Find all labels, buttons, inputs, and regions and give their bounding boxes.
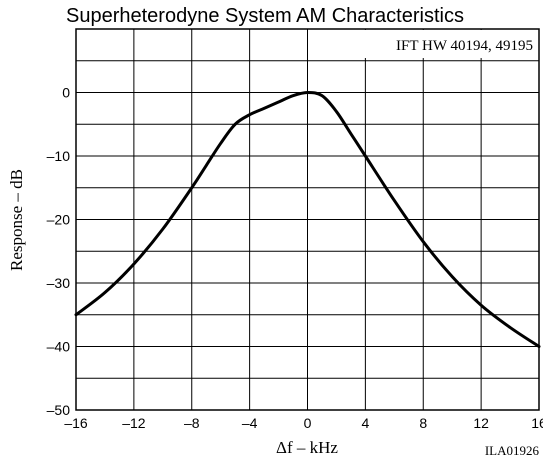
y-tick-label: –50 — [47, 402, 71, 418]
plot-frame — [75, 28, 540, 411]
x-tick-label: 4 — [361, 415, 369, 431]
y-tick-label: 0 — [62, 85, 70, 101]
x-tick-label: 12 — [473, 415, 489, 431]
figure-id: ILA01926 — [485, 443, 540, 458]
annotation-box: IFT HW 40194, 49195 — [336, 30, 538, 58]
response-curve — [74, 91, 541, 348]
x-tick-label: –12 — [122, 415, 146, 431]
series-annotation: IFT HW 40194, 49195 — [396, 38, 533, 54]
x-tick-label: 8 — [419, 415, 427, 431]
y-tick-label: –40 — [47, 339, 71, 355]
y-axis-label: Response – dB — [7, 169, 26, 271]
x-axis-label: Δf – kHz — [276, 438, 338, 457]
x-tick-label: 16 — [531, 415, 543, 431]
chart-title: Superheterodyne System AM Characteristic… — [66, 5, 464, 27]
x-tick-label: –4 — [242, 415, 258, 431]
chart-grid — [75, 28, 540, 411]
annotation-background — [336, 30, 538, 58]
y-tick-label: –10 — [47, 148, 71, 164]
x-tick-label: 0 — [304, 415, 312, 431]
y-tick-labels: 0 –10 –20 –30 –40 –50 — [47, 85, 71, 419]
x-tick-label: –16 — [64, 415, 88, 431]
y-tick-label: –20 — [47, 212, 71, 228]
x-tick-label: –8 — [184, 415, 200, 431]
y-tick-label: –30 — [47, 275, 71, 291]
x-tick-labels: –16 –12 –8 –4 0 4 8 12 16 — [64, 415, 543, 431]
